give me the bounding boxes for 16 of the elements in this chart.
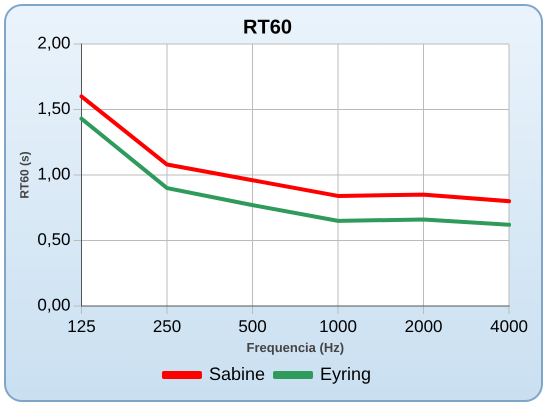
legend-label: Eyring xyxy=(320,364,372,384)
y-axis-title: RT60 (s) xyxy=(18,151,32,199)
x-tick-label: 250 xyxy=(152,316,182,336)
chart-title: RT60 xyxy=(243,16,292,39)
y-tick-label: 1,50 xyxy=(37,99,70,118)
x-axis-title: Frequencia (Hz) xyxy=(246,340,344,355)
y-tick-label: 0,50 xyxy=(37,230,70,250)
y-tick-label: 1,00 xyxy=(37,164,70,184)
x-tick-label: 1000 xyxy=(319,316,357,336)
x-tick-label: 2000 xyxy=(404,316,442,336)
legend-label: Sabine xyxy=(208,364,266,384)
x-tick-label: 125 xyxy=(67,316,96,336)
y-tick-label: 0,00 xyxy=(37,296,70,315)
y-tick-label: 2,00 xyxy=(37,34,70,53)
x-tick-label: 4000 xyxy=(490,316,528,336)
x-tick-label: 500 xyxy=(238,316,267,336)
